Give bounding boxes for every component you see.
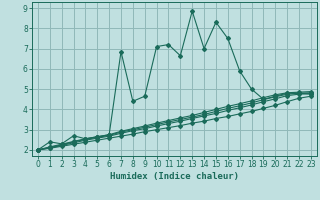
- X-axis label: Humidex (Indice chaleur): Humidex (Indice chaleur): [110, 172, 239, 181]
